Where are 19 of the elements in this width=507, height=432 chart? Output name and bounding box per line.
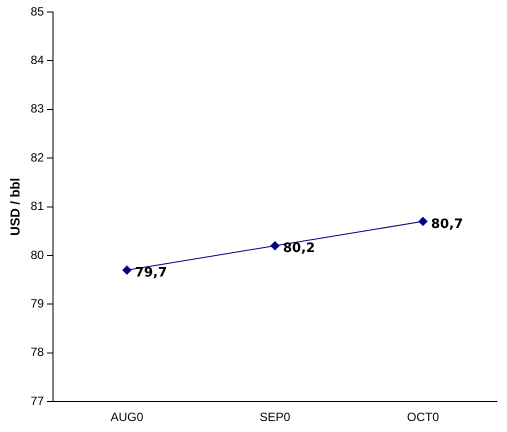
point (418, 216, 428, 226)
x-tick-label: SEP0 (260, 410, 291, 424)
y-tick-label: 77 (30, 394, 44, 408)
y-tick-label: 85 (30, 4, 44, 18)
x-tick-label: AUG0 (110, 410, 144, 424)
y-tick-label: 82 (30, 150, 44, 164)
y-tick-label: 81 (30, 199, 44, 214)
point (122, 266, 132, 275)
x-tick-label: OCT0 (406, 410, 440, 424)
y-axis-title: USD / bbl (7, 178, 22, 236)
y-tick-label: 80 (30, 248, 44, 262)
y-tick-label: 83 (30, 102, 44, 116)
data-label: 79,7 (134, 265, 168, 280)
y-tick-label: 84 (30, 53, 44, 68)
data-label: 80,7 (430, 216, 464, 232)
data-label: 80,2 (282, 241, 316, 256)
point (270, 241, 280, 250)
y-tick-label: 79 (30, 296, 44, 311)
y-tick-label: 78 (30, 345, 44, 360)
